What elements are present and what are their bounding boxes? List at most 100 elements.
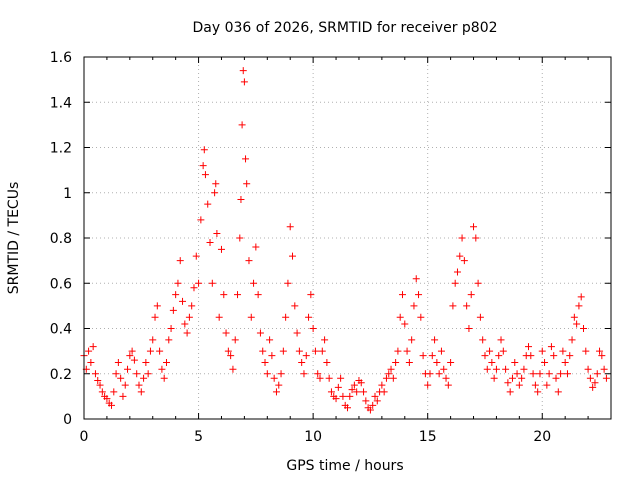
data-point xyxy=(554,388,562,396)
data-point xyxy=(185,313,193,321)
data-point xyxy=(563,370,571,378)
data-point xyxy=(552,374,560,382)
data-point xyxy=(220,291,228,299)
data-point xyxy=(212,180,220,188)
data-point xyxy=(490,374,498,382)
data-point xyxy=(247,313,255,321)
data-point xyxy=(137,388,145,396)
data-point xyxy=(327,388,335,396)
data-point xyxy=(373,397,381,405)
data-point xyxy=(541,358,549,366)
data-point xyxy=(176,257,184,265)
data-point xyxy=(259,347,267,355)
data-point xyxy=(332,395,340,403)
data-point xyxy=(151,313,159,321)
data-point xyxy=(586,374,594,382)
data-point xyxy=(371,392,379,400)
data-point xyxy=(293,329,301,337)
data-point xyxy=(474,279,482,287)
data-point xyxy=(492,365,500,373)
data-point xyxy=(94,377,102,385)
data-point xyxy=(451,279,459,287)
data-point xyxy=(502,365,510,373)
data-point xyxy=(234,291,242,299)
data-point xyxy=(213,229,221,237)
data-point xyxy=(174,279,182,287)
data-point xyxy=(529,370,537,378)
data-point xyxy=(110,388,118,396)
data-point xyxy=(158,365,166,373)
data-point xyxy=(188,302,196,310)
data-point xyxy=(570,313,578,321)
data-point xyxy=(396,313,404,321)
data-point xyxy=(239,67,247,75)
data-point xyxy=(238,121,246,129)
data-point xyxy=(453,268,461,276)
data-point xyxy=(513,370,521,378)
data-point xyxy=(353,388,361,396)
data-point xyxy=(117,374,125,382)
data-point xyxy=(156,347,164,355)
data-point xyxy=(165,336,173,344)
data-point xyxy=(410,302,418,310)
x-tick-label: 20 xyxy=(533,429,551,445)
data-point xyxy=(204,200,212,208)
data-point xyxy=(261,358,269,366)
data-point xyxy=(169,306,177,314)
data-point xyxy=(580,325,588,332)
data-point xyxy=(362,397,370,405)
data-point xyxy=(412,275,420,283)
data-point xyxy=(348,386,356,394)
data-point xyxy=(121,381,129,389)
data-point xyxy=(417,313,425,321)
data-point xyxy=(208,279,216,287)
data-point xyxy=(224,347,232,355)
data-point xyxy=(98,388,106,396)
data-point xyxy=(254,291,262,299)
data-point xyxy=(305,313,313,321)
data-point xyxy=(167,325,175,332)
data-point xyxy=(470,223,478,231)
data-point xyxy=(323,358,331,366)
data-point xyxy=(321,336,329,344)
y-tick-label: 1.2 xyxy=(50,141,72,157)
data-point xyxy=(547,343,555,351)
data-point xyxy=(460,257,468,265)
data-point xyxy=(291,302,299,310)
data-point xyxy=(256,329,264,337)
data-point xyxy=(146,347,154,355)
data-point xyxy=(561,358,569,366)
data-point xyxy=(250,279,258,287)
data-point xyxy=(128,347,136,355)
data-points xyxy=(80,67,610,414)
data-point xyxy=(378,381,386,389)
data-point xyxy=(527,352,535,360)
data-point xyxy=(275,381,283,389)
data-point xyxy=(206,239,214,247)
data-point xyxy=(428,352,436,360)
data-point xyxy=(593,370,601,378)
data-point xyxy=(426,370,434,378)
data-point xyxy=(385,370,393,378)
data-point xyxy=(126,352,134,360)
data-point xyxy=(201,171,209,179)
data-point xyxy=(497,336,505,344)
x-axis-label: GPS time / hours xyxy=(286,458,403,474)
data-point xyxy=(229,365,237,373)
data-point xyxy=(600,365,608,373)
data-point xyxy=(346,392,354,400)
data-point xyxy=(476,313,484,321)
data-point xyxy=(192,252,200,260)
data-point xyxy=(279,347,287,355)
data-point xyxy=(596,347,604,355)
data-point xyxy=(499,347,507,355)
data-point xyxy=(449,302,457,310)
data-point xyxy=(96,381,104,389)
data-point xyxy=(282,313,290,321)
data-point xyxy=(369,401,377,409)
y-tick-label: 0.2 xyxy=(50,367,72,383)
data-point xyxy=(536,370,544,378)
data-point xyxy=(87,358,95,366)
data-point xyxy=(277,370,285,378)
data-point xyxy=(481,352,489,360)
